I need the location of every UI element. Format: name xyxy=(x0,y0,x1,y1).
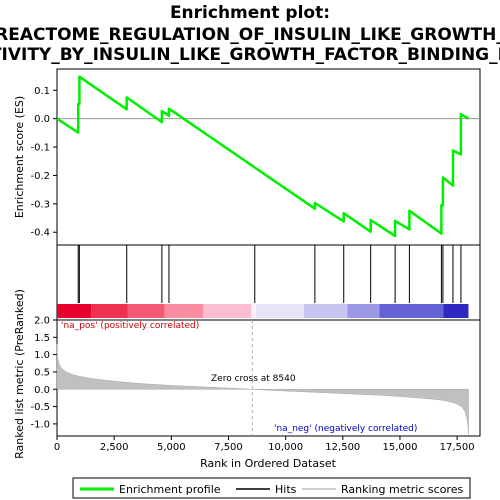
metric-ytick-label: 1.5 xyxy=(34,333,50,344)
xtick-label: 12,500 xyxy=(325,442,360,453)
metric-panel-frame xyxy=(56,319,481,437)
rank-color-band xyxy=(57,304,92,318)
es-ytick-label: -0.4 xyxy=(30,228,50,239)
title-line-3: TIVITY_BY_INSULIN_LIKE_GROWTH_FACTOR_BIN… xyxy=(0,45,500,65)
rank-color-band xyxy=(251,304,256,318)
zero-cross-label: Zero cross at 8540 xyxy=(211,374,296,384)
xtick-label: 7,500 xyxy=(214,442,243,453)
metric-ytick-label: -0.5 xyxy=(30,402,50,413)
legend-label-enrichment: Enrichment profile xyxy=(119,483,221,496)
es-layer xyxy=(56,75,480,238)
legend-box xyxy=(72,477,471,499)
metric-ytick-label: 1.0 xyxy=(34,350,50,361)
pos-label: 'na_pos' (positively correlated) xyxy=(61,321,199,331)
rank-color-band xyxy=(91,304,128,318)
axes-layer: 0.1 0.0 -0.1 -0.2 -0.3 -0.4 2.0 1.5 1.0 0.5 0.0 -0.… xyxy=(30,86,474,453)
hits-layer xyxy=(57,245,469,318)
metric-layer xyxy=(56,320,469,436)
metric-ytick-label: 0.5 xyxy=(34,367,50,378)
xtick-label: 10,000 xyxy=(268,442,303,453)
neg-label: 'na_neg' (negatively correlated) xyxy=(274,424,417,434)
es-ylabel: Enrichment score (ES) xyxy=(13,96,26,218)
metric-ylabel: Ranked list metric (PreRanked) xyxy=(13,289,26,459)
rank-color-band xyxy=(164,304,204,318)
legend-label-ranking: Ranking metric scores xyxy=(341,483,463,496)
title-line-2: REACTOME_REGULATION_OF_INSULIN_LIKE_GROW… xyxy=(0,25,500,45)
xlabel: Rank in Ordered Dataset xyxy=(200,457,337,470)
es-ytick-label: -0.1 xyxy=(30,143,50,154)
rank-color-band xyxy=(303,304,348,318)
metric-ytick-label: 2.0 xyxy=(34,316,50,327)
legend-label-hits: Hits xyxy=(275,483,297,496)
ranking-metric-area xyxy=(56,344,469,435)
es-ytick-label: 0.1 xyxy=(34,86,50,97)
rank-color-band xyxy=(443,304,469,318)
xtick-label: 2,500 xyxy=(100,442,129,453)
xtick-label: 15,000 xyxy=(382,442,417,453)
rank-color-band xyxy=(127,304,165,318)
rank-color-band xyxy=(347,304,380,318)
metric-ytick-label: -1.0 xyxy=(30,419,50,430)
xtick-label: 5,000 xyxy=(157,442,186,453)
enrichment-profile-line xyxy=(56,75,470,238)
metric-ytick-label: 0.0 xyxy=(34,385,50,396)
xtick-label: 0 xyxy=(54,442,60,453)
xtick-label: 17,500 xyxy=(440,442,475,453)
es-panel-frame xyxy=(56,68,481,246)
title-line-1: Enrichment plot: xyxy=(170,3,330,23)
rank-color-band xyxy=(255,304,304,318)
es-ytick-label: -0.3 xyxy=(30,199,50,210)
es-ytick-label: 0.0 xyxy=(34,114,50,125)
rank-color-band xyxy=(203,304,252,318)
rank-color-band xyxy=(379,304,444,318)
es-ytick-label: -0.2 xyxy=(30,171,50,182)
